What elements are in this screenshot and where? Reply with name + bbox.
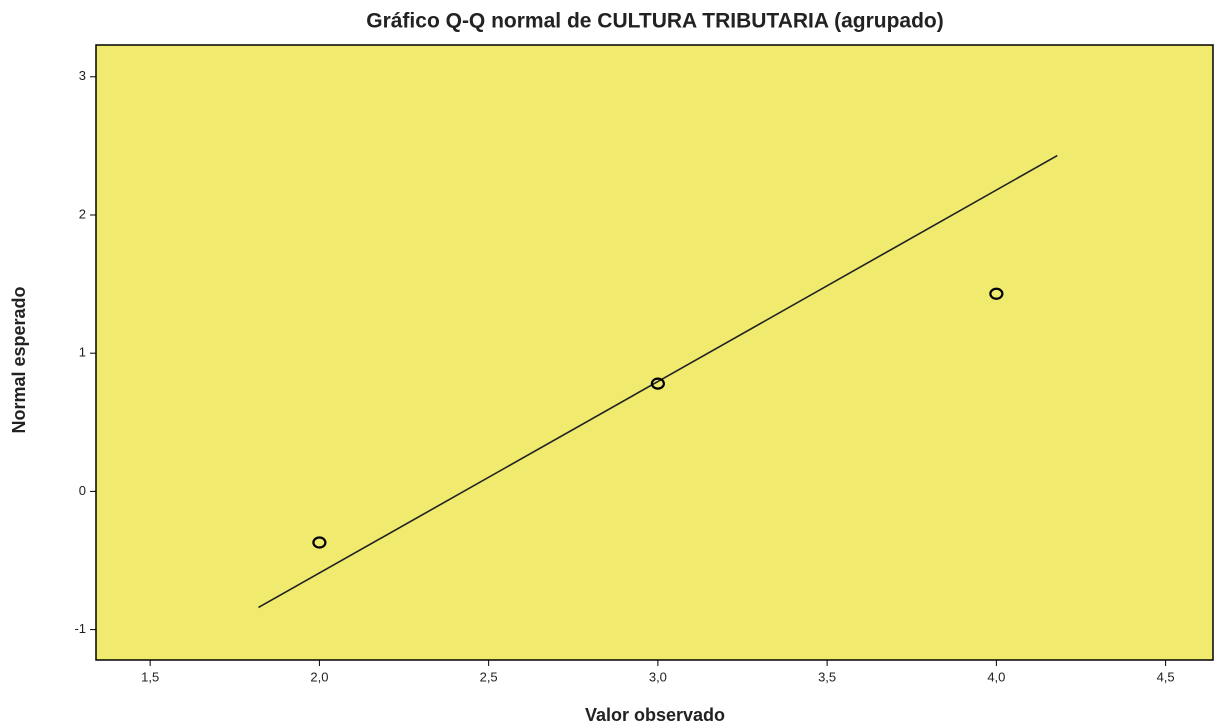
- data-point: [312, 536, 327, 549]
- chart-title: Gráfico Q-Q normal de CULTURA TRIBUTARIA…: [366, 10, 944, 33]
- data-point: [650, 377, 665, 390]
- x-axis-label: Valor observado: [585, 705, 725, 725]
- y-tick-label: 2: [79, 206, 86, 221]
- x-tick-label: 3,5: [818, 669, 836, 684]
- x-tick-label: 4,0: [987, 669, 1005, 684]
- y-tick-label: 3: [79, 68, 86, 83]
- x-tick-label: 1,5: [141, 669, 159, 684]
- x-tick-label: 3,0: [649, 669, 667, 684]
- x-tick-label: 2,0: [310, 669, 328, 684]
- data-point: [989, 287, 1004, 300]
- y-tick-label: 0: [79, 483, 86, 498]
- plot-area: [95, 44, 1214, 661]
- x-tick-label: 4,5: [1157, 669, 1175, 684]
- y-tick-label: 1: [79, 345, 86, 360]
- y-tick-label: -1: [74, 621, 86, 636]
- x-tick-label: 2,5: [480, 669, 498, 684]
- reference-line: [258, 154, 1058, 609]
- y-axis-label: Normal esperado: [9, 286, 29, 433]
